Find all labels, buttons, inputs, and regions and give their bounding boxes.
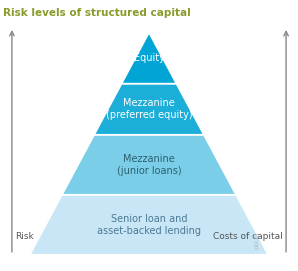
Text: Risk levels of structured capital: Risk levels of structured capital <box>3 8 191 18</box>
Polygon shape <box>94 84 204 135</box>
Text: Costs of capital: Costs of capital <box>213 232 283 241</box>
Text: Senior loan and
asset-backed lending: Senior loan and asset-backed lending <box>97 214 201 236</box>
Text: Equity: Equity <box>134 53 164 63</box>
Polygon shape <box>30 195 268 255</box>
Text: Mezzanine
(preferred equity): Mezzanine (preferred equity) <box>106 98 192 120</box>
Text: Risk: Risk <box>15 232 34 241</box>
Text: pbl.nl: pbl.nl <box>254 232 259 249</box>
Polygon shape <box>122 33 176 84</box>
Text: Mezzanine
(junior loans): Mezzanine (junior loans) <box>117 154 181 176</box>
Polygon shape <box>62 135 236 195</box>
